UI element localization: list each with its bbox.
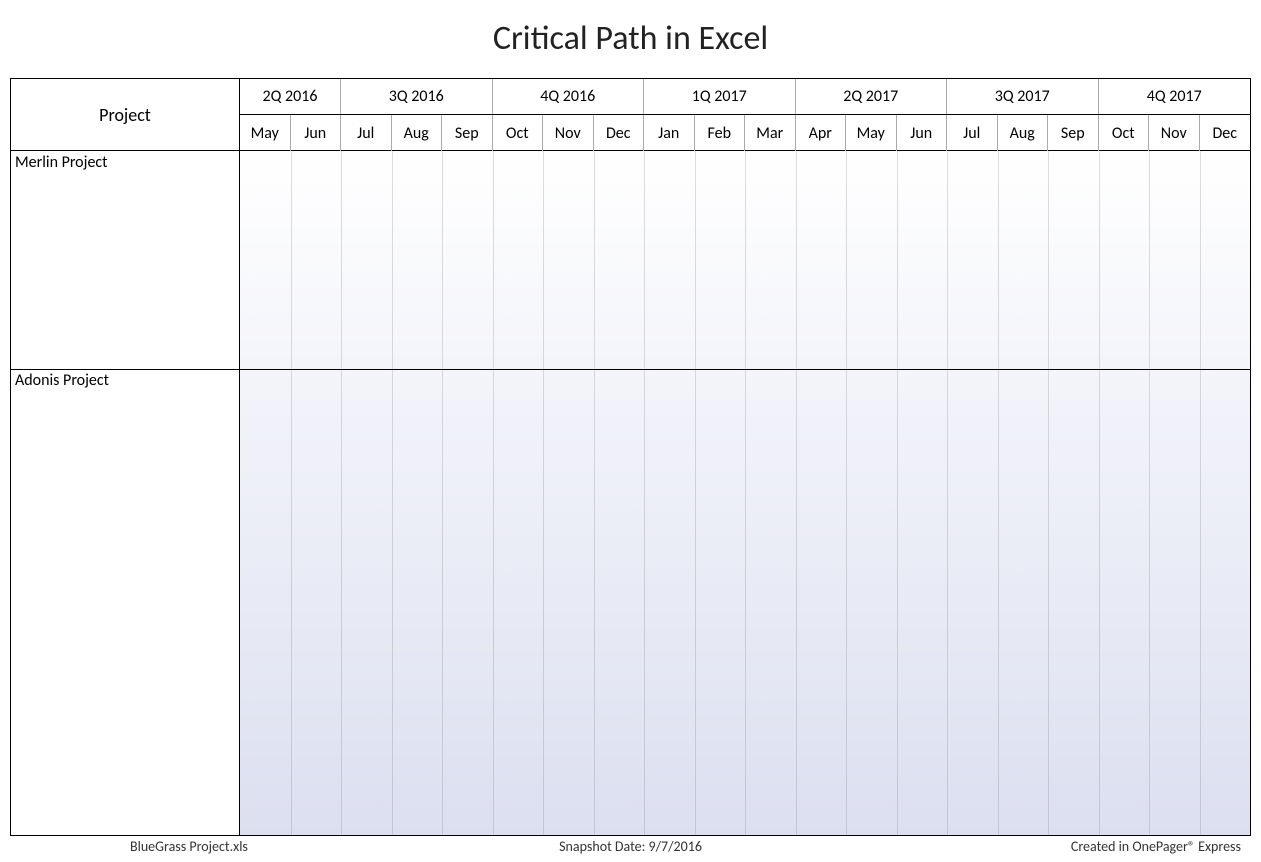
quarters-row: 2Q 20163Q 20164Q 20161Q 20172Q 20173Q 20… [240,79,1250,115]
month-cell: Apr [796,115,847,151]
page: Critical Path in Excel Project 2Q 20163Q… [0,0,1261,862]
gantt-area [240,151,1250,835]
month-cell: Oct [493,115,544,151]
quarter-cell: 1Q 2017 [644,79,796,114]
month-cell: Aug [998,115,1049,151]
footer-right: Created in OnePager® Express [1071,838,1241,855]
month-cell: Nov [543,115,594,151]
month-cell: Aug [392,115,443,151]
months-row: MayJunJulAugSepOctNovDecJanFebMarAprMayJ… [240,115,1250,151]
month-cell: Oct [1099,115,1150,151]
month-cell: May [240,115,291,151]
quarter-cell: 2Q 2017 [796,79,948,114]
month-cell: Jan [644,115,695,151]
month-cell: Feb [695,115,746,151]
footer-center: Snapshot Date: 9/7/2016 [10,838,1251,855]
month-cell: Nov [1149,115,1200,151]
month-cell: May [846,115,897,151]
month-cell: Sep [442,115,493,151]
timeline-header: 2Q 20163Q 20164Q 20161Q 20172Q 20173Q 20… [240,79,1250,151]
month-cell: Dec [594,115,645,151]
chart-frame: Project 2Q 20163Q 20164Q 20161Q 20172Q 2… [10,78,1251,836]
quarter-cell: 4Q 2017 [1099,79,1251,114]
quarter-cell: 2Q 2016 [240,79,341,114]
project-row-label: Adonis Project [15,371,109,390]
project-row-label: Merlin Project [15,153,108,172]
quarter-cell: 3Q 2017 [947,79,1099,114]
project-column: Merlin Project Adonis Project [11,151,240,835]
month-cell: Sep [1048,115,1099,151]
chart-title: Critical Path in Excel [0,0,1261,88]
month-cell: Jul [947,115,998,151]
month-cell: Jun [897,115,948,151]
month-cell: Mar [745,115,796,151]
month-cell: Jul [341,115,392,151]
quarter-cell: 4Q 2016 [493,79,645,114]
quarter-cell: 3Q 2016 [341,79,493,114]
month-cell: Jun [291,115,342,151]
project-column-header: Project [11,79,240,151]
month-cell: Dec [1200,115,1251,151]
chart-body: Merlin Project Adonis Project [11,151,1250,835]
